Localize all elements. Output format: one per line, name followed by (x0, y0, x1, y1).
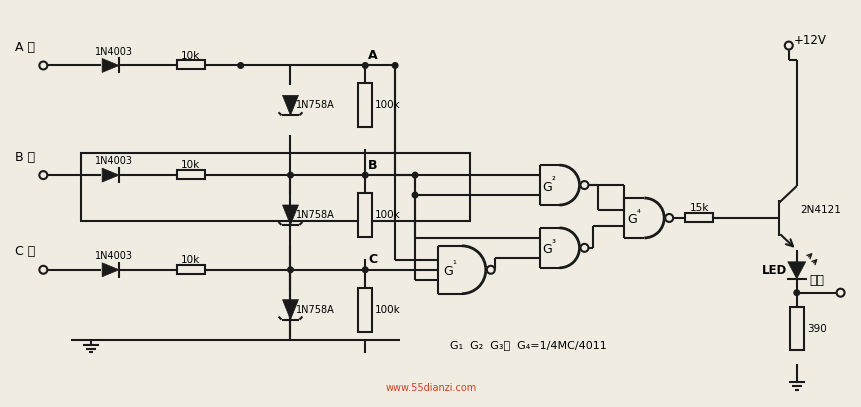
Text: 10k: 10k (181, 255, 201, 265)
Text: G: G (542, 181, 552, 194)
Circle shape (40, 266, 47, 274)
Circle shape (836, 289, 844, 297)
Circle shape (579, 244, 588, 252)
Circle shape (412, 172, 418, 178)
Text: B: B (368, 159, 377, 172)
Circle shape (288, 172, 293, 178)
Bar (358, 193, 372, 237)
Circle shape (362, 172, 368, 178)
Text: G: G (627, 213, 636, 226)
Text: B 相: B 相 (15, 151, 35, 164)
Text: 100k: 100k (375, 101, 400, 110)
Bar (81, 153, 469, 221)
Circle shape (784, 42, 792, 50)
Polygon shape (282, 300, 298, 319)
Text: G: G (542, 243, 552, 256)
Text: G₁  G₂  G₃，  G₄=1/4MC/4011: G₁ G₂ G₃， G₄=1/4MC/4011 (449, 339, 606, 350)
Bar (177, 61, 205, 70)
Bar (684, 213, 712, 222)
Bar (177, 265, 205, 274)
Circle shape (579, 181, 588, 189)
Text: +12V: +12V (793, 34, 826, 47)
Circle shape (238, 63, 243, 68)
Text: 1N4003: 1N4003 (95, 251, 133, 261)
Text: G: G (443, 265, 452, 278)
Text: LED: LED (761, 264, 786, 277)
Polygon shape (282, 95, 298, 115)
Polygon shape (102, 168, 119, 182)
Text: 10k: 10k (181, 50, 201, 61)
Circle shape (362, 267, 368, 273)
Text: ₄: ₄ (635, 205, 640, 215)
Polygon shape (102, 59, 119, 72)
Circle shape (665, 214, 672, 222)
Circle shape (40, 171, 47, 179)
Text: 1N758A: 1N758A (295, 210, 334, 220)
Text: 390: 390 (806, 324, 826, 334)
Text: www.55dianzi.com: www.55dianzi.com (385, 383, 476, 394)
Text: 输出: 输出 (808, 274, 823, 287)
Text: C 相: C 相 (15, 245, 35, 258)
Text: A 相: A 相 (15, 41, 35, 54)
Circle shape (486, 266, 494, 274)
Text: ₃: ₃ (551, 235, 555, 245)
Text: 100k: 100k (375, 304, 400, 315)
Bar (358, 83, 372, 127)
Text: 1N4003: 1N4003 (95, 156, 133, 166)
Text: 10k: 10k (181, 160, 201, 170)
Circle shape (40, 61, 47, 70)
Circle shape (288, 267, 293, 273)
Text: 2N4121: 2N4121 (800, 205, 840, 215)
Text: 1N758A: 1N758A (295, 304, 334, 315)
Text: ₁: ₁ (451, 256, 455, 266)
Text: C: C (368, 253, 377, 266)
Text: A: A (368, 49, 377, 62)
Bar (789, 306, 802, 350)
Text: 1N758A: 1N758A (295, 101, 334, 110)
Polygon shape (282, 205, 298, 225)
Text: 100k: 100k (375, 210, 400, 220)
Circle shape (412, 192, 418, 198)
Text: 15k: 15k (689, 203, 708, 213)
Text: 1N4003: 1N4003 (95, 46, 133, 57)
Polygon shape (102, 263, 119, 277)
Text: ₂: ₂ (551, 172, 554, 182)
Bar (177, 170, 205, 179)
Polygon shape (787, 262, 805, 279)
Circle shape (392, 63, 398, 68)
Bar (358, 288, 372, 332)
Circle shape (362, 63, 368, 68)
Circle shape (793, 290, 799, 295)
